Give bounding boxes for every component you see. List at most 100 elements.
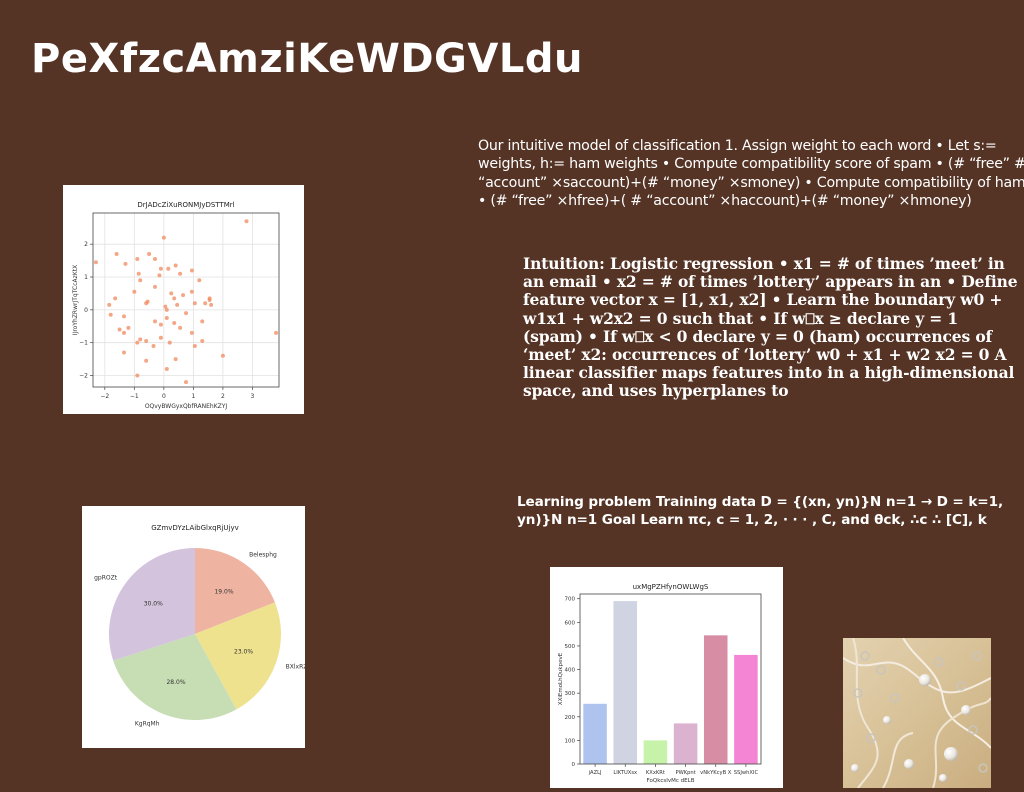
pie-chart: GZmvDYzLAibGlxqRjUjyv 19.0% Belesphg 23.0% B…	[94, 524, 312, 728]
bar-ytick-label: 500	[565, 644, 576, 650]
scatter-point	[122, 314, 126, 319]
pie-percent-label: 28.0%	[166, 679, 185, 686]
bar-category-label: PWKpnt	[675, 770, 695, 776]
scatter-xtick-label: 3	[251, 393, 255, 400]
scatter-chart: DrJADcZiXuRONMJyDSTTMrl −2 −1 0 1 2 3 −2 −1 0 1 2 OQ…	[72, 201, 280, 410]
scatter-point	[153, 284, 157, 289]
page-title: PeXfzcAmziKeWDGVLdu	[31, 36, 583, 82]
scatter-point	[135, 256, 140, 261]
scatter-point	[189, 330, 194, 335]
scatter-point	[158, 335, 163, 340]
pie-slice	[195, 602, 281, 710]
pie-percent-label: 30.0%	[144, 601, 163, 608]
scatter-point	[189, 289, 194, 294]
scatter-point	[135, 373, 140, 378]
bar-ytick-label: 0	[572, 762, 576, 768]
scatter-point	[107, 302, 112, 307]
scatter-point	[123, 261, 128, 266]
paragraph-logistic-regression: Intuition: Logistic regression • x1 = # …	[523, 254, 1018, 401]
pie-slice-label: Belesphg	[249, 551, 277, 558]
scatter-point	[181, 293, 186, 298]
bar-category-label: SSJwhXIC	[734, 770, 759, 776]
scatter-ytick-label: 2	[84, 241, 88, 248]
bar-ytick-label: 100	[565, 738, 576, 744]
scatter-point	[122, 350, 126, 355]
jewelry-photo	[843, 638, 991, 788]
scatter-point	[173, 357, 178, 362]
scatter-point	[192, 301, 197, 306]
pie-slice-label: BXlxRZFi	[286, 664, 305, 671]
scatter-point	[173, 263, 178, 268]
scatter-point	[203, 301, 208, 306]
scatter-point	[158, 266, 163, 271]
scatter-point	[122, 330, 126, 335]
jewelry-photo-image	[843, 638, 991, 788]
pie-slice-label: KgRqMh	[135, 721, 160, 728]
scatter-point	[166, 266, 171, 271]
scatter-point	[132, 289, 137, 294]
bar-category-label: vNkYKcyB X	[700, 770, 732, 776]
scatter-point	[161, 235, 166, 240]
pie-percent-label: 23.0%	[234, 648, 253, 655]
scatter-point	[135, 340, 140, 345]
scatter-point	[113, 296, 118, 301]
bar-xlabel: FoQkcsIvMc dELB	[647, 778, 695, 784]
scatter-point	[151, 343, 156, 348]
bar	[583, 703, 607, 764]
pie-title: GZmvDYzLAibGlxqRjUjyv	[151, 524, 239, 532]
scatter-point	[167, 340, 172, 345]
scatter-point	[200, 339, 205, 344]
scatter-title: DrJADcZiXuRONMJyDSTTMrl	[137, 201, 234, 209]
scatter-point	[158, 322, 163, 327]
pie-percent-label: 19.0%	[214, 588, 233, 595]
scatter-point	[138, 278, 143, 283]
scatter-point	[93, 260, 98, 265]
scatter-ytick-label: −1	[79, 340, 88, 347]
paragraph-classification-model: Our intuitive model of classification 1.…	[478, 138, 1024, 210]
scatter-point	[144, 301, 149, 306]
scatter-point	[126, 325, 131, 330]
bar-ytick-label: 600	[565, 620, 576, 626]
bar-category-label: LIKTUXsx	[613, 770, 637, 776]
scatter-point	[172, 296, 177, 301]
scatter-point	[169, 291, 174, 296]
bar	[703, 635, 728, 764]
bar-category-label: jAZLJ	[588, 770, 602, 776]
scatter-point	[244, 219, 249, 224]
bar-ytick-label: 300	[565, 691, 576, 697]
scatter-point	[189, 268, 194, 273]
pie-slice-label: gpROZt	[94, 574, 118, 581]
scatter-point	[192, 343, 197, 348]
scatter-point	[184, 380, 188, 385]
scatter-point	[207, 296, 212, 301]
pie-chart-panel: GZmvDYzLAibGlxqRjUjyv 19.0% Belesphg 23.0% B…	[82, 506, 312, 748]
scatter-point	[153, 319, 157, 324]
scatter-point	[274, 330, 279, 335]
bar-axes-frame	[579, 593, 762, 765]
scatter-point	[144, 339, 149, 344]
scatter-point	[157, 273, 162, 278]
bar-chart: uxMgPZHfynOWLWgS 0 100 200 300 400 500 600 700 jA…	[558, 583, 762, 784]
paragraph-learning-problem: Learning problem Training data D = {(xn,…	[517, 494, 1004, 528]
scatter-xtick-label: 2	[221, 393, 225, 400]
scatter-xtick-label: −2	[100, 393, 109, 400]
scatter-point	[172, 320, 177, 325]
scatter-ylabel: IJroYhZRwrJTqTCcAzKtX	[72, 265, 79, 335]
scatter-point	[220, 353, 225, 358]
scatter-ytick-label: 1	[84, 274, 88, 281]
scatter-xlabel: OQvyBWGyxQbfRANEhKZYJ	[145, 403, 228, 410]
bar-chart-panel: uxMgPZHfynOWLWgS 0 100 200 300 400 500 600 700 jA…	[550, 567, 783, 788]
bar-ytick-label: 400	[565, 668, 576, 674]
bar-ytick-label: 200	[565, 715, 576, 721]
scatter-point	[147, 252, 152, 257]
scatter-xtick-label: 0	[162, 393, 166, 400]
bar	[673, 723, 698, 764]
scatter-point	[200, 319, 205, 324]
scatter-point	[138, 337, 143, 342]
bar	[734, 654, 758, 764]
scatter-point	[108, 312, 113, 317]
bar-ytick-label: 700	[565, 597, 576, 603]
bar	[643, 740, 668, 764]
pie-slice	[113, 634, 237, 720]
scatter-point	[209, 302, 214, 307]
